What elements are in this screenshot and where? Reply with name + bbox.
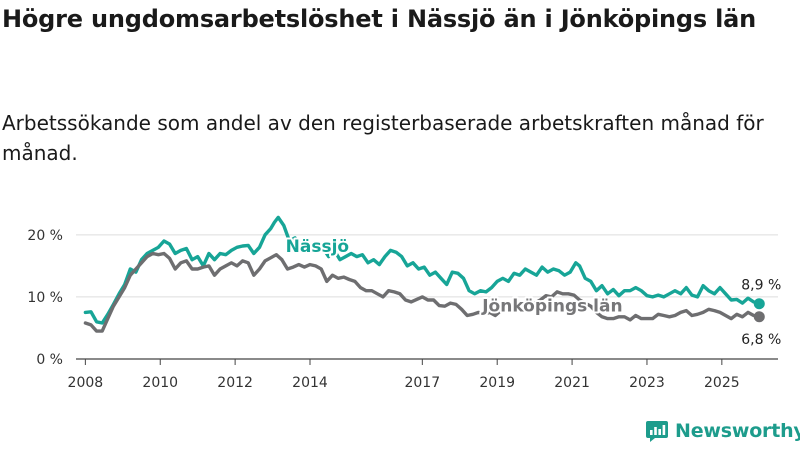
series-line-nassjo — [83, 215, 761, 325]
x-tick-label: 2017 — [404, 375, 440, 391]
brand-logo[interactable]: Newsworthy — [645, 419, 800, 443]
newsworthy-logo-icon — [646, 421, 668, 442]
chart-title: Högre ungdomsarbetslöshet i Nässjö än i … — [2, 5, 757, 33]
x-tick-label: 2012 — [217, 375, 253, 391]
y-tick-label: 0 % — [36, 352, 63, 368]
series-end-point — [753, 298, 765, 310]
series-end-point — [753, 311, 765, 323]
series-line-jonkopings-lan — [83, 251, 761, 333]
end-value-label-nassjo: 8,9 % — [741, 278, 781, 294]
x-tick-label: 2008 — [68, 375, 104, 391]
series-labels: Nässjö Jönköpings län 8,9 % 6,8 % — [284, 235, 782, 348]
y-tick-label: 20 % — [27, 228, 63, 244]
y-tick-label: 10 % — [27, 290, 63, 306]
end-value-label-jonkopings-lan: 6,8 % — [741, 332, 781, 348]
x-axis: 2008 2010 2012 2014 2017 2019 2021 2023 2025 — [68, 359, 740, 391]
brand-name: Newsworthy — [675, 420, 800, 442]
x-tick-label: 2021 — [554, 375, 590, 391]
x-tick-label: 2014 — [292, 375, 328, 391]
series-lines — [83, 215, 765, 333]
grid-lines — [76, 234, 778, 360]
x-tick-label: 2019 — [479, 375, 515, 391]
chart-subtitle: Arbetssökande som andel av den registerb… — [2, 111, 764, 165]
y-axis: 0 % 10 % 20 % — [27, 228, 63, 368]
series-label-jonkopings-lan: Jönköpings län — [481, 297, 622, 317]
x-tick-label: 2010 — [142, 375, 178, 391]
x-tick-label: 2025 — [704, 375, 740, 391]
x-tick-label: 2023 — [629, 375, 665, 391]
series-label-nassjo: Nässjö — [286, 237, 349, 257]
